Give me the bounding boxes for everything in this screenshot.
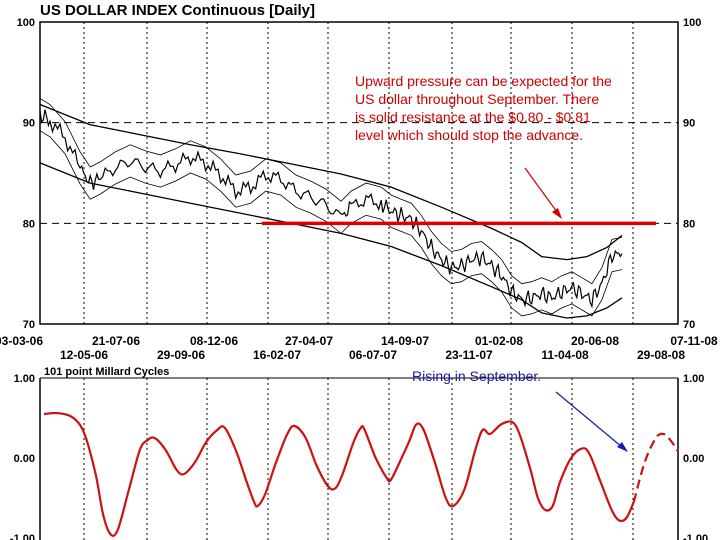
annotation-line-4: level which should stop the advance. (355, 127, 583, 143)
date-label-upper: 08-12-06 (190, 334, 238, 348)
price-y-tick-right: 70 (683, 319, 695, 331)
date-label-lower: 11-04-08 (541, 348, 589, 362)
cycle-line (43, 411, 635, 537)
date-label-upper: 07-11-08 (670, 334, 718, 348)
cycle-y-tick-right: -1.00 (683, 533, 708, 540)
price-series-group (39, 98, 623, 319)
cycle-y-tick-left: -1.00 (10, 533, 35, 540)
annotation-line-3: is solid resistance at the $0.80 - $0.81 (355, 109, 591, 125)
date-label-upper: 27-04-07 (285, 334, 333, 348)
cycle-y-tick-left: 1.00 (14, 373, 35, 385)
cycle-title: 101 point Millard Cycles (44, 366, 169, 378)
price-y-tick-left: 80 (23, 218, 35, 230)
annotation-line-2: US dollar throughout September. There (355, 91, 599, 107)
annotation-arrowhead (552, 208, 562, 219)
date-label-lower: 29-09-06 (157, 348, 205, 362)
date-label-lower: 23-11-07 (445, 348, 493, 362)
cycle-annotation: Rising in September. (412, 368, 628, 452)
inner-envelope-lower (39, 130, 623, 317)
date-label-lower: 06-07-07 (349, 348, 397, 362)
date-label-upper: 01-02-08 (475, 334, 523, 348)
date-label-upper: 03-03-06 (0, 334, 43, 348)
channel-upper-line (39, 103, 623, 261)
date-label-upper: 20-06-08 (571, 334, 619, 348)
price-grid (40, 22, 678, 324)
date-label-lower: 16-02-07 (253, 348, 301, 362)
date-label-upper: 14-09-07 (381, 334, 429, 348)
annotation-arrow (524, 167, 558, 213)
price-y-axis: 100 100 90 90 80 80 70 70 (17, 17, 702, 331)
price-y-tick-left: 100 (17, 17, 35, 29)
price-panel: US DOLLAR INDEX Continuous [Daily] 100 10… (0, 2, 718, 362)
cycle-panel: 101 point Millard Cycles 1.00 1.00 0.00 0.0… (10, 366, 708, 540)
price-line (39, 109, 623, 309)
cycle-y-tick-right: 1.00 (683, 373, 704, 385)
price-y-tick-left: 70 (23, 319, 35, 331)
cycle-y-axis: 1.00 1.00 0.00 0.00 -1.00 -1.00 (10, 373, 708, 540)
channel-lower-line (39, 162, 623, 319)
annotation-line-1: Upward pressure can be expected for the (355, 73, 612, 89)
price-y-tick-right: 80 (683, 218, 695, 230)
cycle-forecast-line (632, 432, 679, 503)
cycle-annotation-arrow (555, 391, 623, 448)
inner-envelope-upper (39, 98, 623, 285)
cycle-annotation-arrowhead (617, 442, 628, 452)
chart-title: US DOLLAR INDEX Continuous [Daily] (40, 2, 315, 19)
price-y-tick-right: 100 (683, 17, 701, 29)
cycle-y-tick-right: 0.00 (683, 453, 704, 465)
cycle-y-tick-left: 0.00 (14, 453, 35, 465)
date-label-upper: 21-07-06 (92, 334, 140, 348)
price-y-tick-left: 90 (23, 118, 35, 130)
cycle-annotation-text: Rising in September. (412, 368, 541, 384)
date-label-lower: 29-08-08 (637, 348, 685, 362)
price-plot-frame (39, 21, 679, 325)
cycle-series-group (43, 411, 679, 537)
cycle-grid (83, 378, 634, 540)
price-y-tick-right: 90 (683, 118, 695, 130)
price-annotation: Upward pressure can be expected for the … (355, 73, 612, 219)
date-label-lower: 12-05-06 (60, 348, 108, 362)
date-axis: 03-03-06 21-07-06 08-12-06 27-04-07 14-09-07… (0, 334, 718, 362)
